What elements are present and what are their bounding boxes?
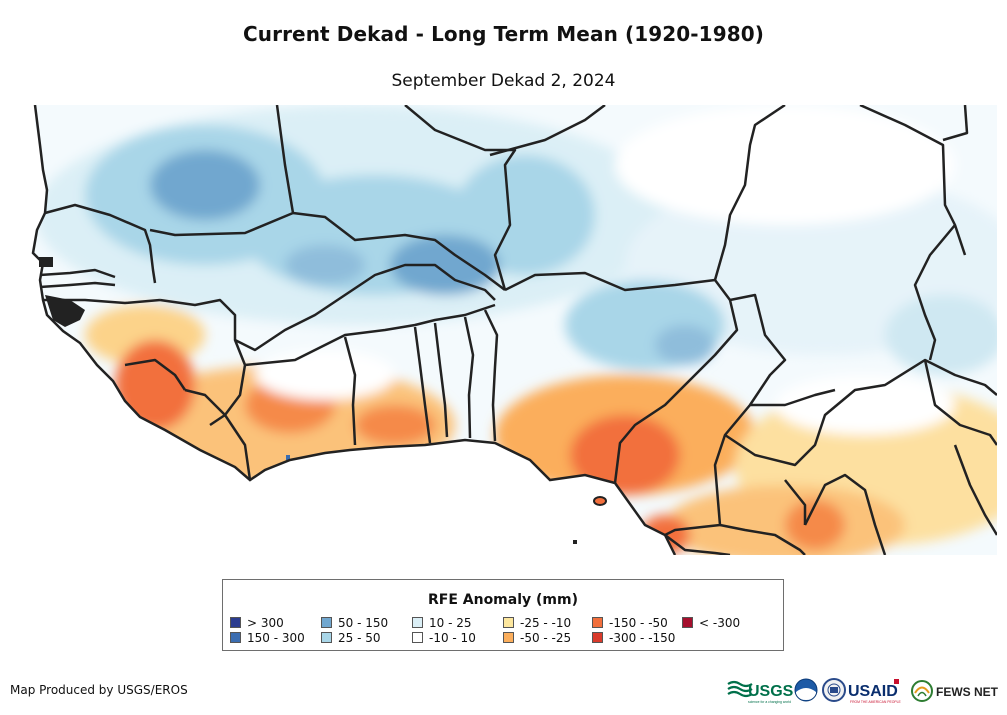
legend-swatch (230, 617, 241, 628)
legend-swatch (503, 632, 514, 643)
noaa-logo (794, 678, 818, 702)
coastline (31, 105, 677, 555)
anomaly-raster (33, 105, 997, 555)
fewsnet-logo: FEWS NET (911, 680, 999, 702)
legend-item: > 300 (230, 616, 284, 630)
legend-item: 50 - 150 (321, 616, 388, 630)
legend-item: -300 - -150 (592, 631, 675, 645)
coastal-water-bodies (39, 257, 607, 544)
map-subtitle: September Dekad 2, 2024 (391, 71, 616, 91)
legend-swatch (592, 617, 603, 628)
usaid-logo: USAID FROM THE AMERICAN PEOPLE (848, 679, 902, 704)
legend-item: 150 - 300 (230, 631, 305, 645)
map-credit: Map Produced by USGS/EROS (10, 683, 188, 697)
legend-title: RFE Anomaly (mm) (427, 592, 578, 608)
legend-swatch (321, 632, 332, 643)
fewsnet-text: FEWS NET (936, 685, 999, 699)
legend-item: < -300 (682, 616, 740, 630)
legend-swatch (321, 617, 332, 628)
legend-item: 10 - 25 (412, 616, 472, 630)
legend-swatch (412, 617, 423, 628)
legend-swatch (682, 617, 693, 628)
map-title: Current Dekad - Long Term Mean (1920-198… (243, 22, 764, 46)
legend-swatch (412, 632, 423, 643)
usaid-text: USAID (848, 683, 898, 700)
agency-logos: USGS science for a changing world USAID … (726, 676, 1001, 704)
legend-swatch (230, 632, 241, 643)
usgs-tagline: science for a changing world (748, 700, 791, 704)
legend-item: -150 - -50 (592, 616, 668, 630)
legend-item: -50 - -25 (503, 631, 571, 645)
usgs-text: USGS (748, 683, 794, 700)
country-borders (39, 105, 997, 555)
legend: RFE Anomaly (mm) > 300 150 - 300 50 - 15… (222, 579, 784, 651)
legend-item: -10 - 10 (412, 631, 476, 645)
legend-swatch (503, 617, 514, 628)
legend-item: -25 - -10 (503, 616, 571, 630)
usaid-tagline: FROM THE AMERICAN PEOPLE (850, 700, 902, 704)
usgs-logo: USGS science for a changing world (727, 680, 794, 704)
rainfall-anomaly-map (25, 105, 997, 555)
legend-item: 25 - 50 (321, 631, 381, 645)
legend-swatch (592, 632, 603, 643)
seal-logo (822, 678, 846, 702)
